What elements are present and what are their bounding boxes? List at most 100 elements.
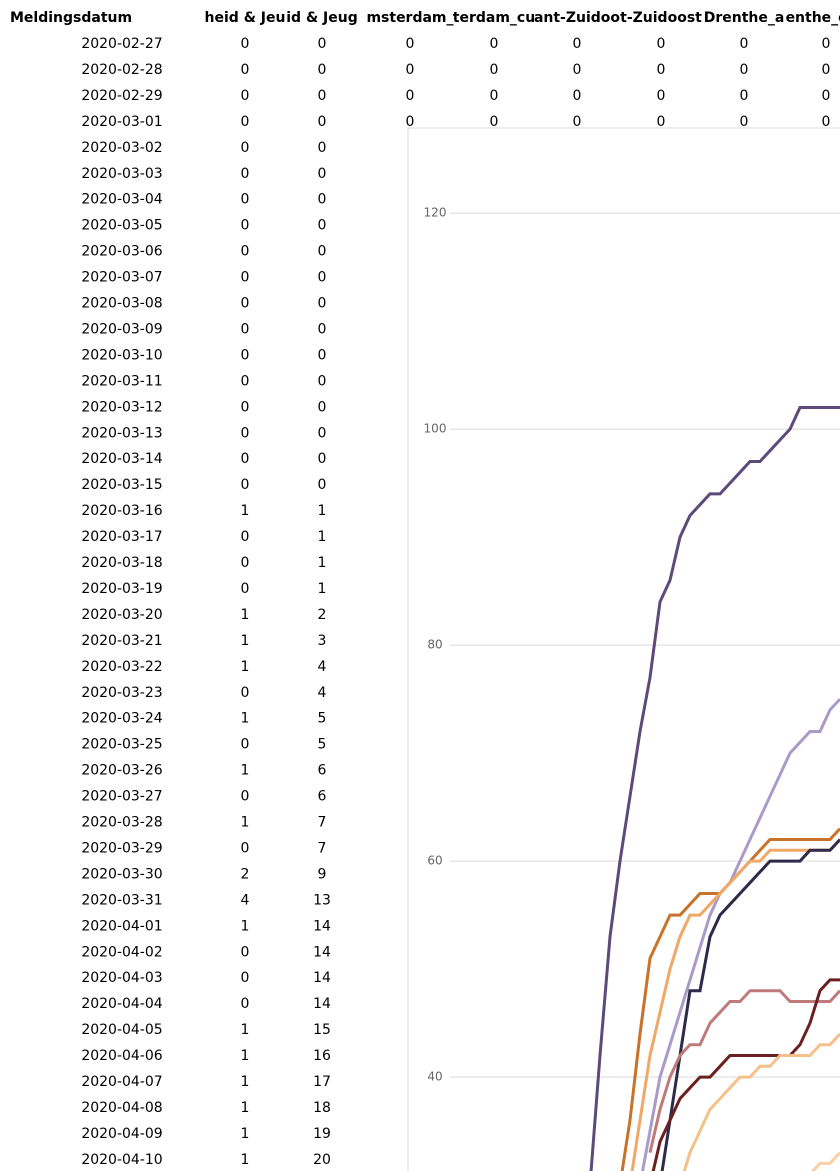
cell: 1: [318, 503, 327, 519]
y-tick-label: 100: [424, 422, 447, 436]
header-cell: Drenthe_a: [704, 10, 785, 26]
cell: 0: [318, 114, 327, 130]
cell: 0: [822, 62, 831, 78]
cell: 2020-03-06: [81, 244, 162, 260]
cell: 16: [313, 1048, 331, 1064]
cell: 17: [313, 1074, 331, 1090]
cell: 0: [318, 88, 327, 104]
series-line: [648, 989, 840, 1153]
cell: 0: [318, 218, 327, 234]
cell: 20: [313, 1152, 331, 1168]
header-cell: ant-Zuidoo: [534, 10, 620, 26]
cell: 14: [313, 970, 331, 986]
cell: 0: [241, 321, 250, 337]
cell: 2020-04-07: [81, 1074, 162, 1090]
cell: 0: [241, 840, 250, 856]
cell: 1: [318, 555, 327, 571]
cell: 0: [318, 296, 327, 312]
cell: 0: [318, 244, 327, 260]
cell: 0: [318, 373, 327, 389]
cell: 0: [241, 62, 250, 78]
series-line: [641, 698, 840, 1171]
cell: 0: [318, 425, 327, 441]
cell: 19: [313, 1126, 331, 1142]
cell: 0: [573, 62, 582, 78]
cell: 2020-03-01: [81, 114, 162, 130]
cell: 0: [490, 62, 499, 78]
cell: 0: [822, 36, 831, 52]
cell: 2020-03-22: [81, 659, 162, 675]
y-tick-label: 80: [427, 638, 442, 652]
cell: 2020-03-03: [81, 166, 162, 182]
cell: 0: [318, 192, 327, 208]
cell: 0: [318, 399, 327, 415]
header-cell: terdam_cu: [453, 10, 535, 26]
cell: 2: [241, 866, 250, 882]
cell: 5: [318, 711, 327, 727]
cell: 2020-03-31: [81, 892, 162, 908]
header-cell: msterdam_: [366, 10, 453, 26]
cell: 14: [313, 996, 331, 1012]
cell: 6: [318, 789, 327, 805]
cell: 1: [241, 1126, 250, 1142]
cell: 2020-03-02: [81, 140, 162, 156]
cell: 2020-03-08: [81, 296, 162, 312]
cell: 2020-03-13: [81, 425, 162, 441]
cell: 6: [318, 763, 327, 779]
cell: 1: [241, 815, 250, 831]
cell: 0: [740, 62, 749, 78]
cell: 2020-03-27: [81, 789, 162, 805]
cell: 0: [657, 88, 666, 104]
cell: 0: [241, 88, 250, 104]
cell: 15: [313, 1022, 331, 1038]
cell: 1: [318, 529, 327, 545]
cell: 1: [241, 659, 250, 675]
cell: 3: [318, 633, 327, 649]
cell: 2020-02-27: [81, 36, 162, 52]
cell: 0: [241, 270, 250, 286]
cell: 0: [318, 270, 327, 286]
header-cell: id & Jeug: [286, 10, 357, 26]
cell: 0: [241, 944, 250, 960]
cell: 0: [241, 685, 250, 701]
cell: 13: [313, 892, 331, 908]
cell: 2020-04-01: [81, 918, 162, 934]
cell: 0: [241, 451, 250, 467]
cell: 1: [241, 503, 250, 519]
cell: 0: [241, 425, 250, 441]
cell: 2020-03-26: [81, 763, 162, 779]
series-line: [589, 406, 840, 1171]
cell: 0: [740, 114, 749, 130]
cell: 4: [318, 685, 327, 701]
cell: 2020-03-30: [81, 866, 162, 882]
cell: 14: [313, 918, 331, 934]
cell: 2020-04-03: [81, 970, 162, 986]
cell: 18: [313, 1100, 331, 1116]
header-cell: t-Zuidoost: [620, 10, 702, 26]
cell: 0: [241, 477, 250, 493]
cell: 0: [490, 88, 499, 104]
chart-area: [407, 127, 840, 1171]
y-tick-label: 40: [427, 1070, 442, 1084]
y-tick-label: 120: [424, 206, 447, 220]
cell: 2020-04-05: [81, 1022, 162, 1038]
series-line: [660, 838, 840, 1171]
cell: 2020-03-18: [81, 555, 162, 571]
cell: 0: [241, 996, 250, 1012]
cell: 0: [241, 555, 250, 571]
cell: 0: [241, 296, 250, 312]
cell: 1: [241, 1022, 250, 1038]
cell: 0: [657, 114, 666, 130]
y-tick-label: 60: [427, 854, 442, 868]
cell: 0: [318, 477, 327, 493]
cell: 2020-03-23: [81, 685, 162, 701]
cell: 0: [241, 192, 250, 208]
cell: 0: [573, 114, 582, 130]
cell: 0: [241, 218, 250, 234]
series-line: [651, 978, 840, 1171]
cell: 0: [318, 347, 327, 363]
series-line: [682, 1032, 840, 1171]
cell: 1: [241, 1152, 250, 1168]
cell: 0: [490, 114, 499, 130]
cell: 2020-04-08: [81, 1100, 162, 1116]
